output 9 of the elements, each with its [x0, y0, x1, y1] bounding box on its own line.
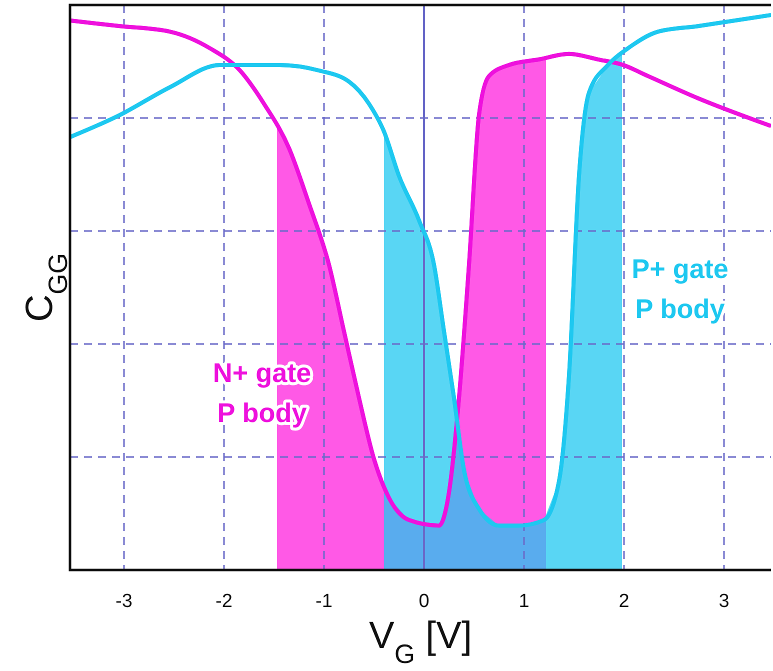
text: P+ gate P body [632, 254, 728, 324]
x-tick-label: 1 [518, 591, 530, 612]
x-tick-label: -3 [116, 591, 132, 612]
x-tick-label: 0 [418, 591, 430, 612]
x-axis-title: V$_{G}$ [V] [368, 615, 472, 669]
x-tick-label: -2 [216, 591, 232, 612]
x-tick-label: 2 [618, 591, 630, 612]
x-tick-label: -1 [316, 591, 332, 612]
x-tick-label: 3 [718, 591, 730, 612]
